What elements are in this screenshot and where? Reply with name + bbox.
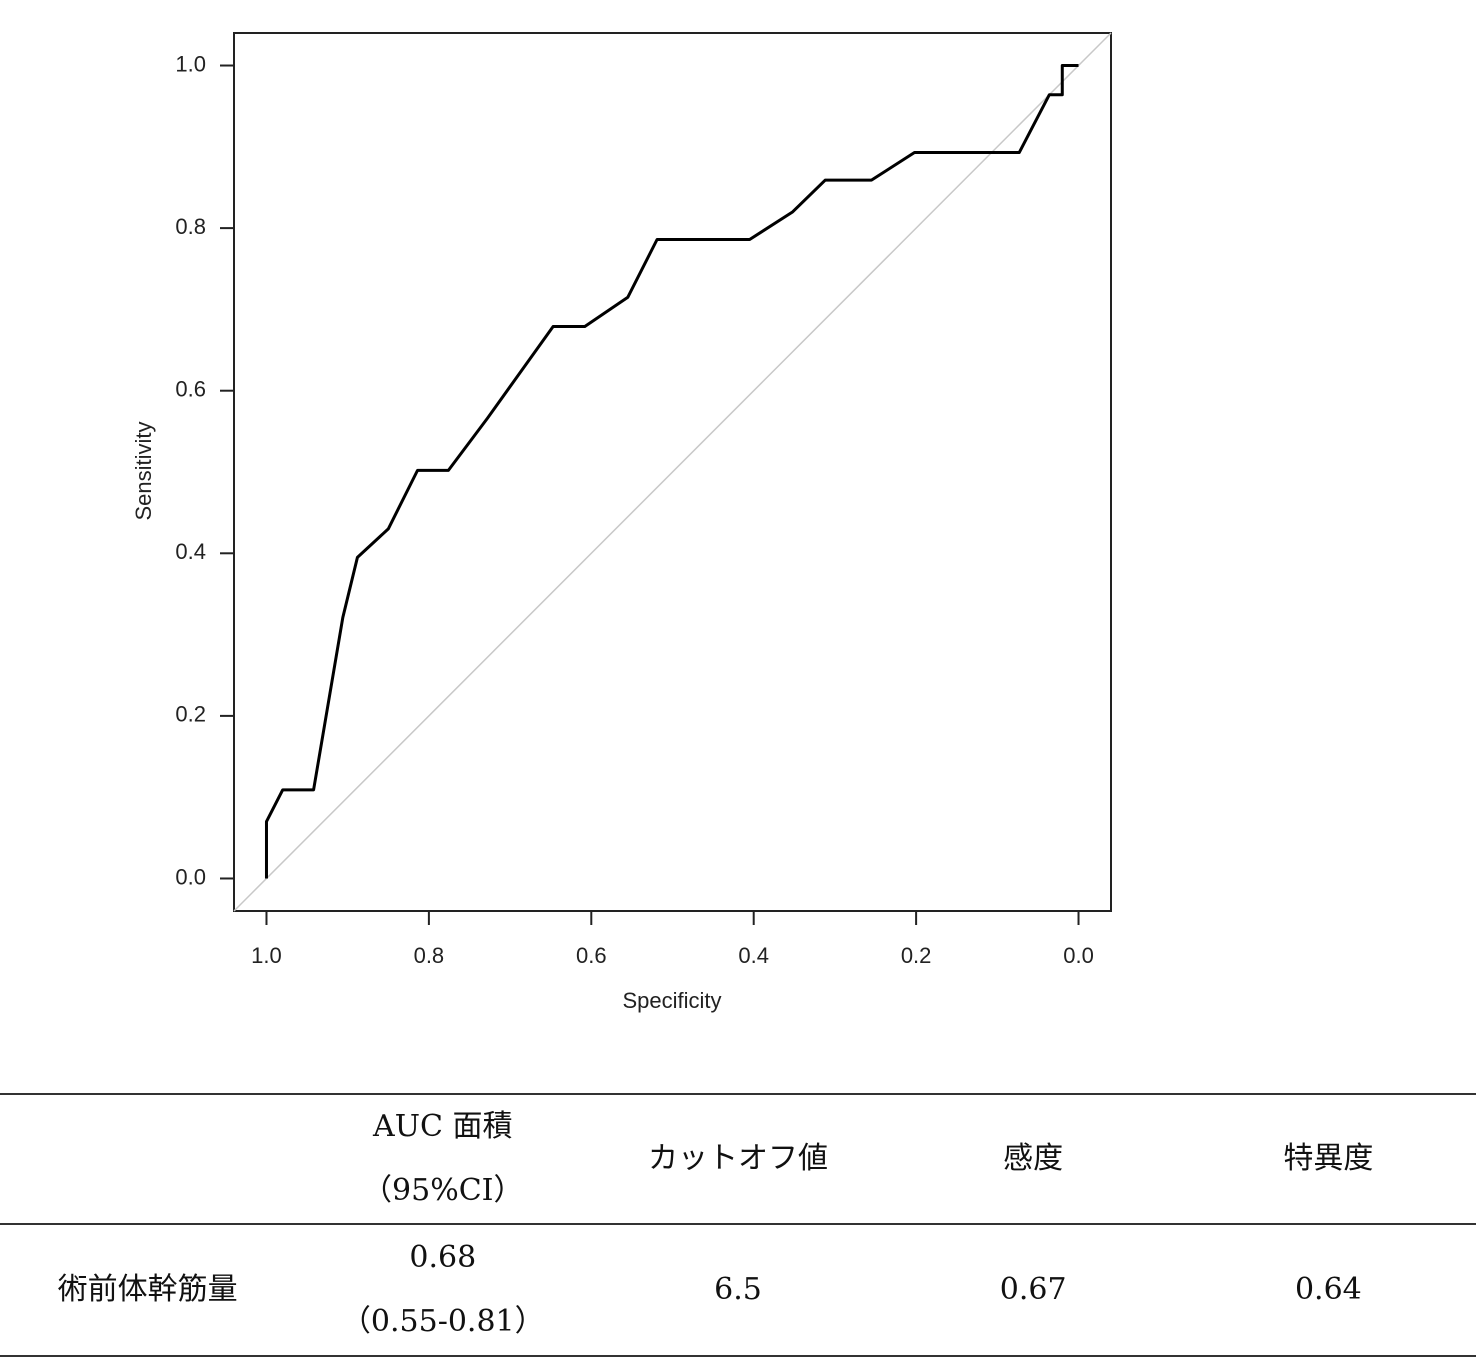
data-cell: 0.67 <box>999 1272 1067 1307</box>
y-tick-label: 0.6 <box>175 377 206 402</box>
x-tick-label: 0.6 <box>576 943 607 968</box>
data-cell: 0.64 <box>1294 1272 1362 1307</box>
y-tick-label: 0.4 <box>175 539 206 564</box>
x-tick-label: 1.0 <box>251 943 282 968</box>
data-row: 術前体幹筋量 0.68 （0.55-0.81） 6.5 0.67 0.64 <box>0 1224 1476 1356</box>
y-tick-label: 1.0 <box>175 51 206 76</box>
header-cell <box>0 1094 295 1224</box>
y-axis-label: Sensitivity <box>131 421 156 520</box>
diagonal <box>233 32 1112 912</box>
header-cell: AUC 面積 （95%CI） <box>295 1094 590 1224</box>
x-tick-label: 0.4 <box>738 943 769 968</box>
y-tick-label: 0.0 <box>175 864 206 889</box>
x-tick-label: 0.2 <box>901 943 932 968</box>
chart: Specificity Sensitivity 1.0 0.8 0.6 0.4 0.2 0… <box>131 32 1112 1013</box>
data-cell: 0.68 （0.55-0.81） <box>295 1224 590 1356</box>
cell-line: 0.68 <box>409 1240 477 1275</box>
x-axis-label: Specificity <box>622 988 721 1013</box>
header-row: AUC 面積 （95%CI） カットオフ値 感度 特異度 <box>0 1094 1476 1224</box>
y-tick-label: 0.2 <box>175 702 206 727</box>
cell-line: AUC 面積 <box>373 1109 513 1144</box>
data-cell: 6.5 <box>714 1272 762 1307</box>
x-tick-label: 0.0 <box>1063 943 1094 968</box>
result-table: AUC 面積 （95%CI） カットオフ値 感度 特異度 術前体幹筋量 0.68 （0.55… <box>0 1093 1476 1357</box>
cell-line: （0.55-0.81） <box>340 1304 545 1339</box>
roc-curve <box>264 64 1079 879</box>
header-cell: 特異度 <box>1283 1141 1374 1176</box>
header-cell: カットオフ値 <box>647 1141 828 1176</box>
cell-line: （95%CI） <box>362 1173 524 1208</box>
x-tick-label: 0.8 <box>414 943 445 968</box>
header-cell: 感度 <box>1003 1141 1064 1176</box>
data-cell: 術前体幹筋量 <box>57 1272 238 1307</box>
y-tick-label: 0.8 <box>175 214 206 239</box>
